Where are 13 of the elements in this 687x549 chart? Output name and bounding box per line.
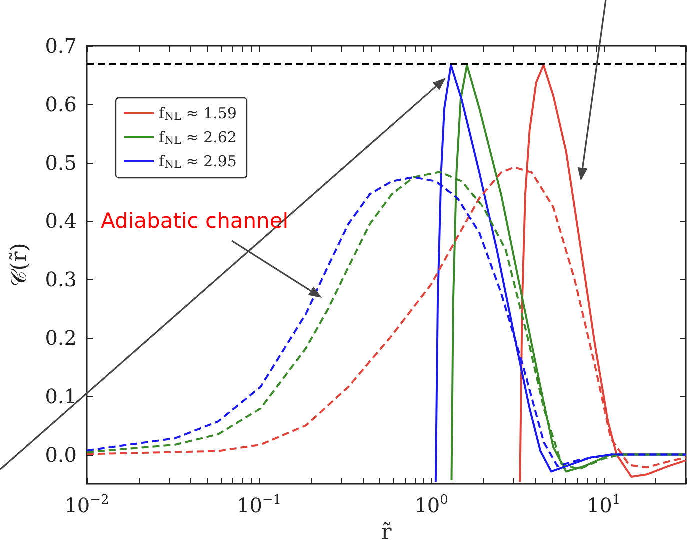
y-tick-label: 0.6 (45, 92, 77, 116)
y-tick-label: 0.4 (45, 209, 77, 234)
y-tick-label: 0.7 (45, 34, 77, 58)
legend-label: fNL ≈ 2.62 (159, 128, 237, 147)
legend-label: fNL ≈ 1.59 (159, 104, 237, 123)
legend-label: fNL ≈ 2.95 (159, 152, 237, 171)
y-tick-label: 0.0 (45, 442, 77, 467)
x-axis-title: r̃ (381, 520, 392, 546)
y-axis-title: 𝒞(r̃) (8, 243, 32, 287)
y-tick-label: 0.2 (45, 326, 77, 350)
y-tick-label: 0.3 (45, 268, 77, 292)
y-tick-label: 0.1 (45, 384, 77, 408)
y-tick-label: 0.5 (45, 150, 77, 175)
